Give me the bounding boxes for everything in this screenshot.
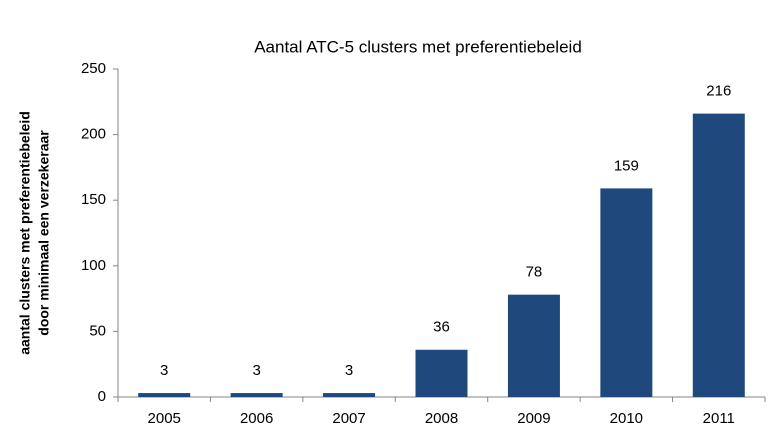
bar (692, 113, 745, 397)
x-tick-label: 2005 (148, 410, 181, 427)
bar (415, 349, 468, 397)
y-axis-label: aantal clusters met preferentiebeleid (17, 111, 33, 355)
y-tick-label: 200 (81, 126, 106, 143)
y-tick-label: 50 (89, 322, 106, 339)
bar (507, 294, 560, 397)
data-label: 3 (252, 362, 260, 379)
y-tick-label: 250 (81, 60, 106, 77)
x-tick-label: 2010 (610, 410, 643, 427)
y-tick-label: 100 (81, 257, 106, 274)
x-tick-label: 2011 (703, 410, 735, 427)
x-tick-label: 2008 (425, 410, 458, 427)
bar (600, 188, 653, 397)
bar (323, 393, 376, 397)
y-tick-label: 150 (81, 191, 106, 208)
data-label: 3 (160, 362, 168, 379)
data-label: 36 (433, 319, 450, 336)
x-tick-label: 2006 (240, 410, 273, 427)
bar (230, 393, 283, 397)
x-tick-label: 2009 (517, 410, 550, 427)
data-label: 159 (614, 157, 639, 174)
bar (138, 393, 191, 397)
chart-title: Aantal ATC-5 clusters met preferentiebel… (254, 37, 582, 56)
data-label: 78 (526, 264, 543, 281)
y-axis-label: door minimaal een verzekeraar (36, 130, 52, 336)
y-tick-label: 0 (98, 388, 106, 405)
x-tick-label: 2007 (332, 410, 365, 427)
data-label: 3 (345, 362, 353, 379)
data-label: 216 (706, 83, 731, 100)
